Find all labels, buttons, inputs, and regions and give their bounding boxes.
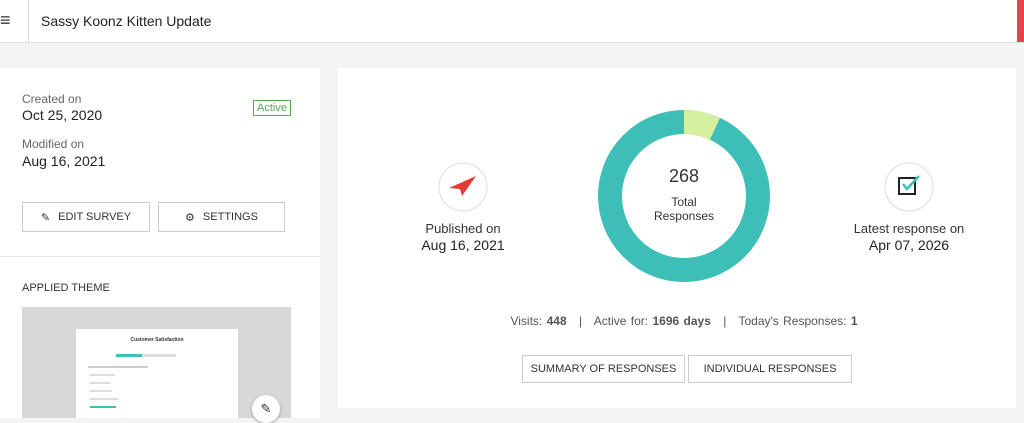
summary-button[interactable]: SUMMARY OF RESPONSES xyxy=(522,355,685,383)
modified-label: Modified on xyxy=(22,137,85,151)
pencil-icon: ✎ xyxy=(40,211,51,224)
published-label: Published on xyxy=(425,221,501,236)
header: ≡ Sassy Koonz Kitten Update xyxy=(0,0,1024,43)
edit-theme-icon[interactable]: ✎ xyxy=(252,395,280,423)
edit-survey-button[interactable]: ✎ EDIT SURVEY xyxy=(22,202,150,232)
accent-bar xyxy=(1017,0,1024,42)
settings-button[interactable]: ⚙ SETTINGS xyxy=(158,202,285,232)
total-label: Responses xyxy=(653,209,715,223)
line xyxy=(90,406,116,408)
theme-heading: APPLIED THEME xyxy=(22,282,110,294)
latest-label: Latest response on xyxy=(853,221,965,236)
right-panel: Published on Aug 16, 2021 268 Total Resp… xyxy=(338,68,1016,408)
preview-title: Customer Satisfaction xyxy=(130,337,184,343)
line xyxy=(90,374,115,376)
separator: | xyxy=(723,314,727,328)
line xyxy=(88,366,148,368)
paper-plane-icon xyxy=(449,176,476,196)
stats-line: Visits: 448 | Active for: 1696 days | To… xyxy=(484,314,884,328)
line xyxy=(90,398,118,400)
published-date: Aug 16, 2021 xyxy=(421,237,505,253)
gear-icon: ⚙ xyxy=(185,211,195,224)
line xyxy=(90,382,110,384)
separator: | xyxy=(578,314,583,328)
stat-value: 1696 days xyxy=(652,314,711,328)
button-label: SETTINGS xyxy=(202,211,258,223)
total-count: 268 xyxy=(668,166,700,186)
stat-label: Today's Responses: xyxy=(738,314,847,328)
theme-preview[interactable]: Customer Satisfaction ✎ xyxy=(22,307,291,423)
button-label: EDIT SURVEY xyxy=(58,211,132,223)
left-panel: Created on Oct 25, 2020 Active Modified … xyxy=(0,68,320,423)
check-icon xyxy=(902,175,920,191)
preview-page: Customer Satisfaction xyxy=(76,329,238,418)
divider xyxy=(28,0,29,42)
line xyxy=(90,390,112,392)
stat-label: Active for: xyxy=(593,314,649,328)
menu-icon[interactable]: ≡ xyxy=(0,10,11,30)
stat-label: Visits: xyxy=(510,314,543,328)
summary-graphics xyxy=(438,110,934,282)
modified-date: Aug 16, 2021 xyxy=(22,153,106,169)
total-label: Total xyxy=(671,195,697,209)
individual-button[interactable]: INDIVIDUAL RESPONSES xyxy=(688,355,852,383)
status-badge: Active xyxy=(253,100,291,116)
survey-title: Sassy Koonz Kitten Update xyxy=(41,13,212,29)
created-date: Oct 25, 2020 xyxy=(22,107,103,123)
progress xyxy=(116,354,176,357)
donut-segment xyxy=(598,110,770,282)
latest-date: Apr 07, 2026 xyxy=(868,237,950,253)
stat-value: 1 xyxy=(850,314,858,328)
check-box-icon xyxy=(898,177,916,195)
divider xyxy=(0,256,320,257)
stat-value: 448 xyxy=(546,314,567,328)
created-label: Created on xyxy=(22,92,82,106)
